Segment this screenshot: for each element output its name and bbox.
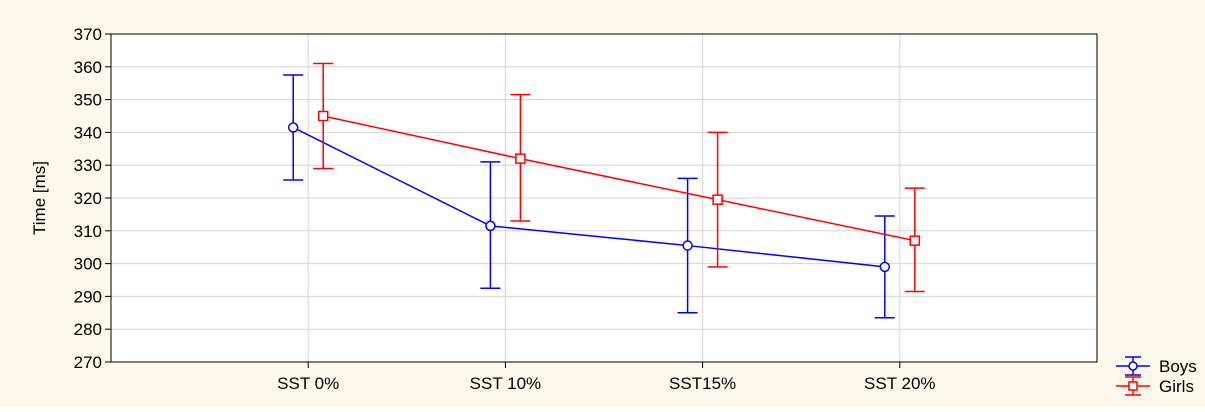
y-tick-label: 350: [74, 91, 102, 110]
series: [283, 62, 925, 319]
y-tick-label: 280: [74, 320, 102, 339]
y-tick-label: 370: [74, 25, 102, 44]
y-tick-label: 330: [74, 156, 102, 175]
legend-entry-girls: Girls: [1116, 376, 1194, 396]
y-tick-label: 340: [74, 123, 102, 142]
data-point: [909, 235, 921, 246]
series-boys: [283, 74, 895, 319]
y-tick-label: 320: [74, 189, 102, 208]
legend-label: Girls: [1159, 377, 1194, 396]
grid-lines: [111, 34, 1097, 362]
y-tick-label: 300: [74, 255, 102, 274]
y-axis-label: Time [ms]: [30, 161, 49, 235]
axes: 270 280 290 300 310 320 330 340 350 360 370 SST 0% S…: [74, 25, 936, 393]
x-tick-label: SST 10%: [470, 374, 542, 393]
legend-marker: [1128, 361, 1138, 371]
data-point: [485, 220, 496, 232]
x-tick-label: SST 20%: [864, 374, 936, 393]
legend-marker: [1128, 381, 1138, 391]
legend-entry-boys: Boys: [1116, 356, 1197, 376]
series-line: [323, 115, 915, 242]
data-point: [712, 194, 723, 205]
series-line: [292, 126, 885, 268]
y-tick-label: 310: [74, 222, 102, 241]
series-girls: [313, 62, 925, 293]
legend-label: Boys: [1159, 357, 1197, 376]
y-tick-label: 360: [74, 58, 102, 77]
y-tick-label: 290: [74, 287, 102, 306]
data-point: [317, 110, 329, 122]
data-point: [879, 261, 891, 273]
x-tick-label: SST15%: [669, 374, 736, 393]
y-tick-label: 270: [74, 353, 102, 372]
data-point: [682, 240, 693, 251]
x-tick-label: SST 0%: [277, 374, 339, 393]
data-point: [515, 153, 526, 164]
data-point: [287, 122, 299, 133]
